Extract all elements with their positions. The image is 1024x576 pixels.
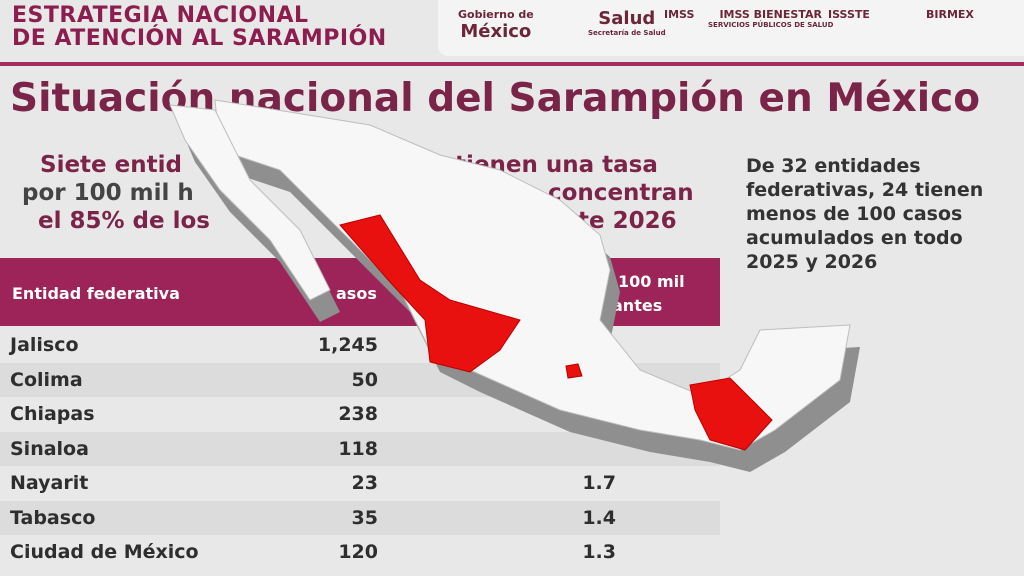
case-count: 23 <box>351 472 378 494</box>
rate: 1.3 <box>582 541 616 563</box>
state-name: Jalisco <box>10 334 79 356</box>
table-row: Tabasco 35 1.4 <box>0 500 720 535</box>
subtitle-fragment: Siete entid <box>40 152 182 178</box>
logo-sub: Secretaría de Salud <box>588 29 666 37</box>
strategy-line: ESTRATEGIA NACIONAL <box>12 3 309 28</box>
column-header: 100 mil <box>618 272 685 291</box>
case-count: 35 <box>351 506 378 529</box>
subtitle-fragment: el 85% de los <box>38 208 210 234</box>
divider <box>0 62 1024 66</box>
case-count: 238 <box>338 403 378 425</box>
logo-sub: SERVICIOS PÚBLICOS DE SALUD <box>708 21 834 29</box>
state-name: Chiapas <box>10 403 95 425</box>
state-name: Nayarit <box>10 472 89 494</box>
logo: IMSS <box>664 8 694 21</box>
side-note-line: menos de 100 casos <box>746 203 963 225</box>
case-count: 120 <box>338 541 378 563</box>
table-row: Ciudad de México 120 1.3 <box>0 535 720 569</box>
logo: ISSSTE <box>828 8 870 21</box>
state-name: Ciudad de México <box>10 541 199 563</box>
state-name: Sinaloa <box>10 437 89 460</box>
subtitle-fragment: por 100 mil h <box>22 180 194 206</box>
rate: 1.4 <box>582 506 616 529</box>
table-row: Nayarit 23 1.7 <box>0 466 720 500</box>
slide-title: Situación nacional del Sarampión en Méxi… <box>10 76 981 121</box>
logo-sub: México <box>460 21 532 42</box>
logo-bar: Gobierno de México Salud Secretaría de Salu… <box>438 0 1024 56</box>
highlighted-states <box>339 214 773 451</box>
case-count: 50 <box>351 368 378 391</box>
logo: IMSS BIENESTAR SERVICIOS PÚBLICOS DE SALU… <box>708 8 833 29</box>
strategy-line: DE ATENCIÓN AL SARAMPIÓN <box>12 26 387 51</box>
state-name: Colima <box>10 368 83 391</box>
side-note-line: acumulados en todo <box>746 227 963 249</box>
side-note-line: 2025 y 2026 <box>746 251 878 273</box>
side-note: De 32 entidades federativas, 24 tienen men… <box>746 154 983 274</box>
logo: Salud Secretaría de Salud <box>588 8 666 37</box>
map-land <box>169 99 851 451</box>
subtitle-fragment: concentran <box>548 180 694 206</box>
strategy-title: ESTRATEGIA NACIONAL DE ATENCIÓN AL SARAM… <box>12 4 387 50</box>
logo: BIRMEX <box>926 8 974 21</box>
column-header: asos <box>336 284 377 303</box>
rate: 1.7 <box>582 472 616 494</box>
case-count: 118 <box>338 437 378 460</box>
logo: Gobierno de México <box>458 8 534 42</box>
column-header: antes <box>612 296 663 315</box>
logo-label: IMSS BIENESTAR <box>719 8 822 21</box>
case-count: 1,245 <box>317 334 378 356</box>
logo-label: IMSS <box>664 8 695 21</box>
column-header: Entidad federativa <box>12 284 180 303</box>
side-note-line: federativas, 24 tienen <box>746 179 984 201</box>
side-note-line: De 32 entidades <box>746 155 921 177</box>
logo-label: BIRMEX <box>926 8 974 21</box>
logo-label: Salud <box>598 8 656 29</box>
logo-label: ISSSTE <box>828 8 870 21</box>
logo-label: Gobierno de <box>458 8 534 21</box>
state-name: Tabasco <box>10 506 96 529</box>
